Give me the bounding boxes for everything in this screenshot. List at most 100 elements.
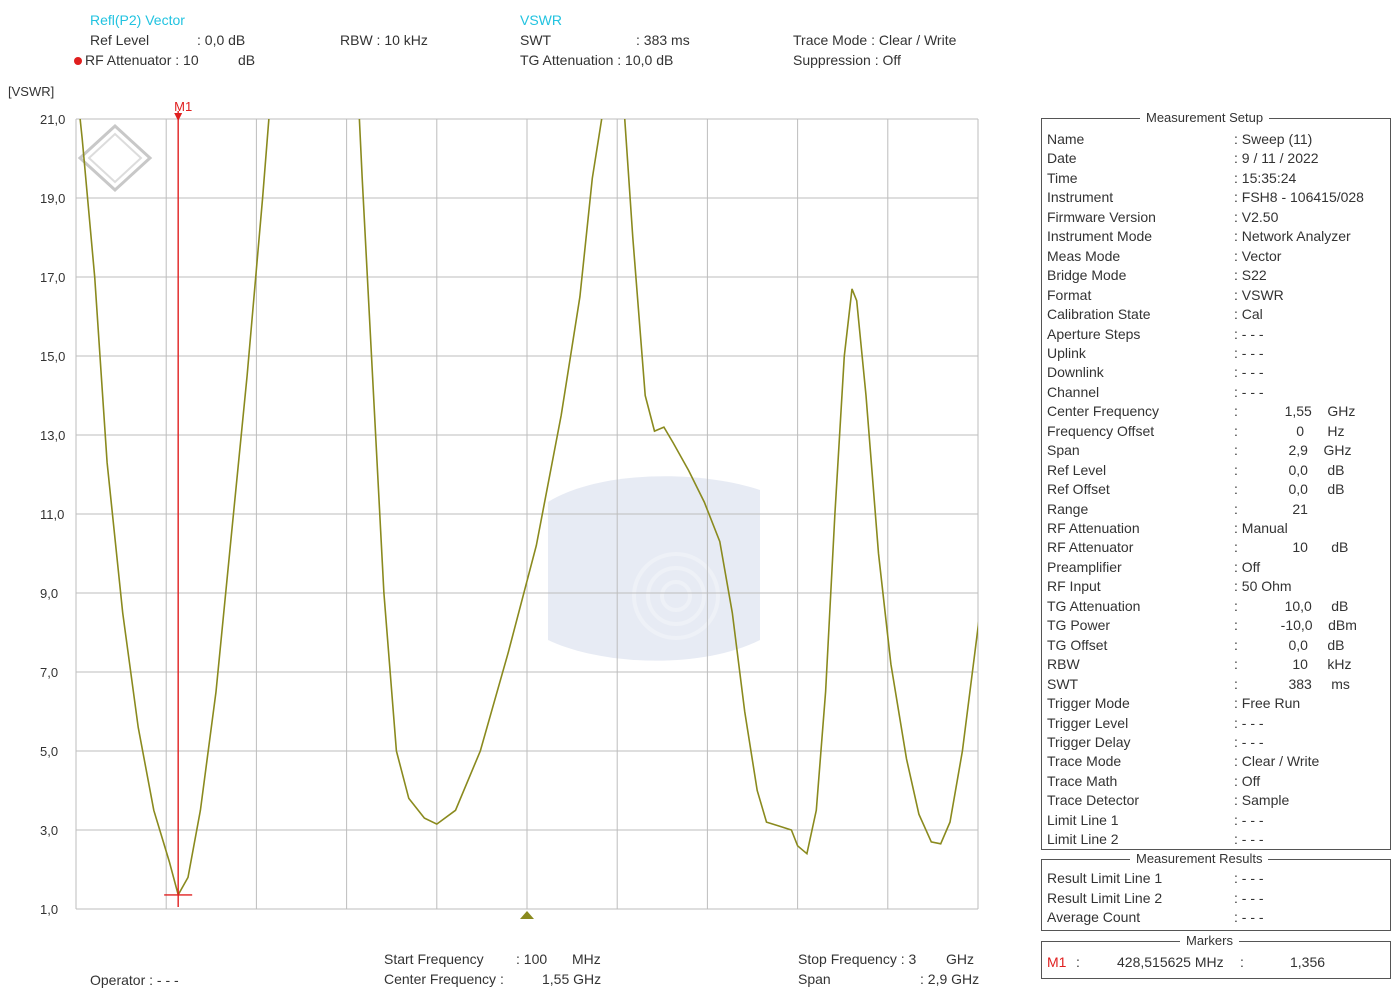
format-title: VSWR [520,12,562,28]
setup-row-label: Limit Line 2 [1047,831,1119,848]
start-frequency-label: Start Frequency [384,951,484,967]
setup-row-label: Trigger Level [1047,714,1129,731]
ref-level-value: : 0,0 dB [197,32,246,48]
y-tick-label: 7,0 [40,665,58,680]
operator-label: Operator : - - - [90,972,179,988]
y-tick-label: 5,0 [40,744,58,759]
setup-row-value: : - - - [1234,344,1264,361]
rf-attenuator-unit: dB [238,52,256,68]
setup-row-label: Calibration State [1047,306,1151,323]
marker-name: M1 [1047,954,1067,970]
y-tick-label: 9,0 [40,586,58,601]
setup-row-label: SWT [1047,675,1079,692]
setup-row-value: : Free Run [1234,695,1301,712]
setup-row-label: RF Input [1047,578,1101,595]
stop-frequency-label: Stop Frequency : 3 [798,951,917,967]
setup-row-value: : 0,0 dB [1234,461,1345,478]
setup-row-label: Ref Level [1047,461,1107,478]
setup-row-value: : Vector [1234,247,1282,264]
setup-row-value: : 0 Hz [1234,422,1345,439]
vswr-chart: 21,019,017,015,013,011,09,07,05,03,01,0 … [8,84,979,919]
result-row-label: Average Count [1047,909,1141,925]
vswr-trace [79,119,978,897]
setup-row-label: Instrument Mode [1047,228,1153,245]
setup-row-label: Channel [1047,383,1100,400]
setup-row-value: : Off [1234,772,1261,789]
setup-row-value: : 50 Ohm [1234,578,1292,595]
swt-value: : 383 ms [636,32,690,48]
y-tick-label: 21,0 [40,112,65,127]
setup-row-label: Firmware Version [1047,208,1156,225]
rf-attenuator-header: RF Attenuator : 10 [74,52,199,68]
setup-row-value: : Sample [1234,792,1290,809]
marker-separator: : [1240,954,1244,970]
setup-row-value: : - - - [1234,325,1264,342]
setup-row-value: : FSH8 - 106415/028 [1234,189,1364,206]
rbw-header: RBW : 10 kHz [340,32,428,48]
setup-row-value: : 383 ms [1234,675,1350,692]
measurement-setup-panel: Measurement Setup Name: Sweep (11) Date: … [1041,110,1391,850]
setup-row-value: : - - - [1234,364,1264,381]
measurement-setup-title: Measurement Setup [1140,110,1270,125]
setup-row-value: : 10,0 dB [1234,597,1349,614]
setup-row-label: Instrument [1047,189,1114,206]
watermark-logo [548,476,760,661]
setup-row-value: : - - - [1234,383,1264,400]
result-row-value: : - - - [1234,870,1264,886]
setup-row-value: : 2,9 GHz [1234,442,1352,459]
setup-row-label: TG Power [1047,617,1111,634]
marker-separator: : [1076,954,1080,970]
setup-row-value: : Off [1234,558,1261,575]
setup-row-label: TG Offset [1047,636,1108,653]
setup-row-label: Uplink [1047,344,1086,361]
suppression-header: Suppression : Off [793,52,901,68]
measurement-results-panel: Measurement Results Result Limit Line 1:… [1041,851,1391,931]
y-tick-label: 1,0 [40,902,58,917]
y-axis-ticks: 21,0 19,0 17,0 15,0 13,0 11,0 9,0 7,0 5,0 3,0 1,0 [40,112,65,917]
setup-row-value: : 10 kHz [1234,656,1352,673]
marker-value: 1,356 [1290,954,1326,970]
setup-row-label: Limit Line 1 [1047,811,1119,828]
setup-row-value: : 10 dB [1234,539,1349,556]
setup-row-label: Ref Offset [1047,481,1110,498]
setup-row-value: : S22 [1234,267,1267,284]
setup-row-label: Time [1047,169,1078,186]
marker-frequency: 428,515625 MHz [1117,954,1224,970]
start-frequency-value: : 100 [516,951,548,967]
span-label: Span [798,971,831,987]
y-axis-label: [VSWR] [8,84,54,99]
center-frequency-value: 1,55 GHz [542,971,602,987]
setup-row-label: Aperture Steps [1047,325,1141,342]
setup-row-value: : 21 [1234,500,1308,517]
rf-attenuator-indicator-icon [74,57,82,66]
setup-row-value: : VSWR [1234,286,1284,303]
result-row-value: : - - - [1234,909,1264,925]
y-tick-label: 11,0 [40,507,64,522]
center-frequency-label: Center Frequency : [384,971,504,987]
span-value: : 2,9 GHz [920,971,980,987]
setup-row-label: Trigger Delay [1047,733,1131,750]
result-row-label: Result Limit Line 1 [1047,870,1163,886]
y-tick-label: 17,0 [40,270,65,285]
setup-row-label: Meas Mode [1047,247,1121,264]
result-row-value: : - - - [1234,889,1264,906]
result-row-label: Result Limit Line 2 [1047,889,1163,906]
setup-row-value: : - - - [1234,811,1264,828]
setup-row-value: : - - - [1234,733,1264,750]
tg-attenuation-header: TG Attenuation : 10,0 dB [520,52,674,68]
center-frequency-triangle-icon [520,911,534,919]
y-tick-label: 13,0 [40,428,65,443]
setup-row-value: : 15:35:24 [1234,169,1297,186]
setup-row-label: Bridge Mode [1047,267,1127,284]
setup-row-value: : Cal [1234,306,1263,323]
measurement-results-title: Measurement Results [1130,851,1269,866]
setup-row-value: : - - - [1234,831,1264,848]
trace-title: Refl(P2) Vector [90,12,185,28]
setup-row-label: Name [1047,131,1085,147]
setup-row-label: Trace Mode [1047,753,1122,770]
setup-row-label: Trace Detector [1047,792,1140,809]
setup-row-value: : - - - [1234,714,1264,731]
setup-row-label: Preamplifier [1047,558,1122,575]
setup-row-label: RF Attenuation [1047,520,1140,536]
marker-m1-flag-icon [174,113,183,121]
